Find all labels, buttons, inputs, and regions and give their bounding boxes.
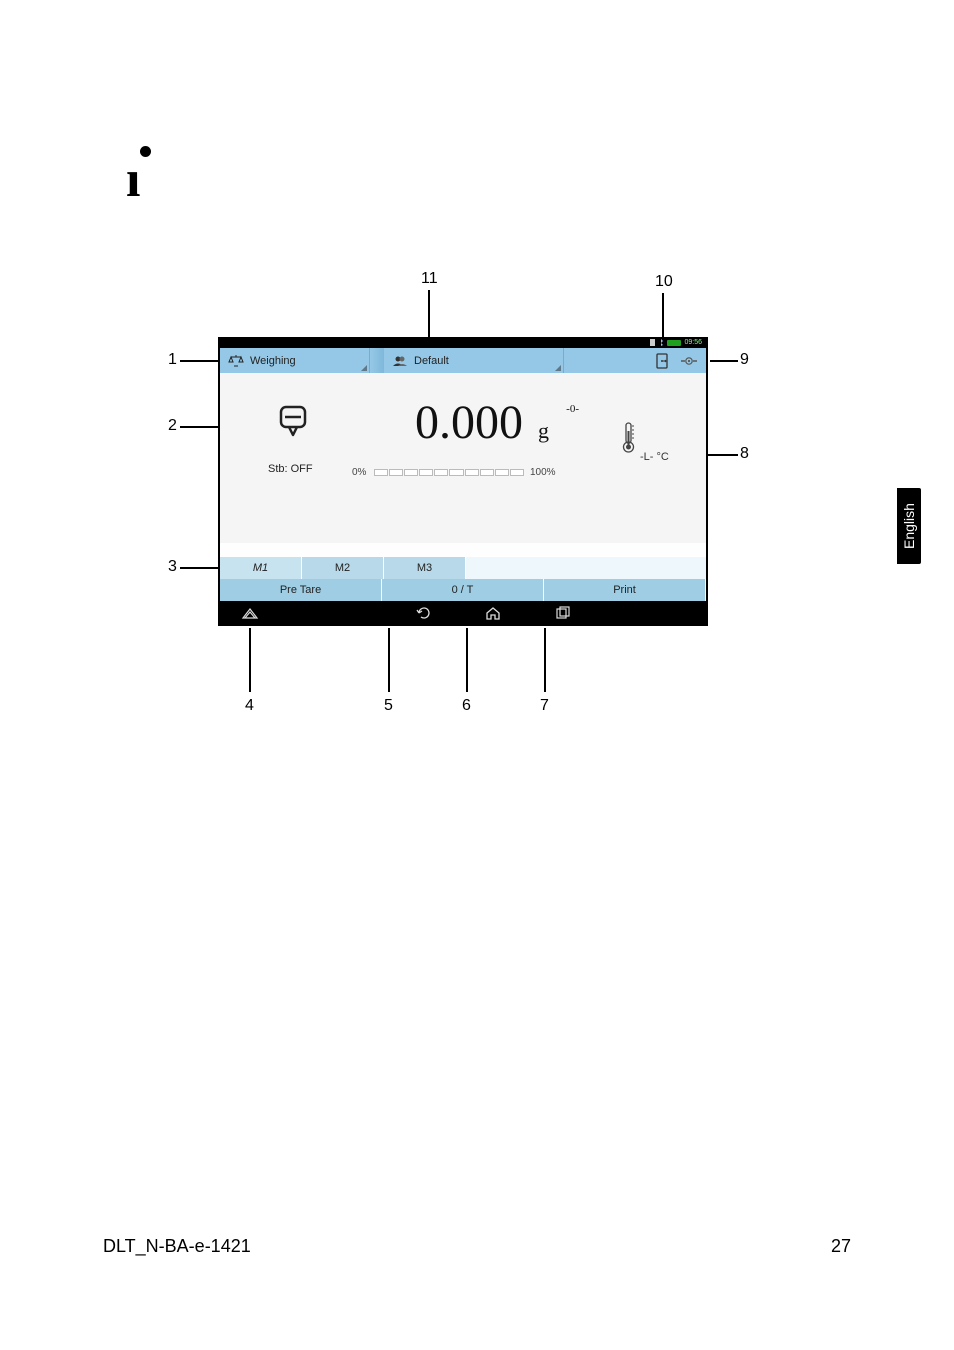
callout-line-7 (544, 628, 546, 692)
home-icon (485, 606, 501, 620)
callout-line-6 (466, 628, 468, 692)
export-icon[interactable] (654, 352, 670, 370)
sd-icon (650, 339, 656, 346)
profile-label: Default (414, 355, 449, 367)
callout-line-9 (710, 360, 738, 362)
user-icon (392, 355, 408, 367)
android-status-bar: 09:56 (220, 339, 706, 348)
status-right: 09:56 (650, 339, 702, 346)
footer-page-number: 27 (831, 1236, 851, 1257)
app-home-icon (241, 606, 259, 620)
callout-line-4 (249, 628, 251, 692)
reading-unit: g (538, 418, 549, 443)
topbar-separator (370, 348, 384, 373)
tab-m2[interactable]: M2 (302, 557, 384, 579)
callout-10: 10 (655, 273, 673, 291)
thermometer-icon (620, 421, 638, 455)
footer-document-code: DLT_N-BA-e-1421 (103, 1236, 251, 1257)
android-nav-bar (220, 601, 706, 625)
bluetooth-icon (659, 339, 664, 346)
profile-selector[interactable]: Default (384, 348, 564, 373)
device-screenshot: 09:56 Weighing Default (218, 337, 708, 626)
callout-2: 2 (168, 417, 177, 435)
document-page: ı 11 10 1 2 3 9 8 4 5 6 7 09:56 (0, 0, 954, 1350)
callout-line-11 (428, 290, 430, 337)
tab-m2-label: M2 (335, 562, 350, 574)
print-label: Print (613, 584, 636, 596)
battery-icon (667, 340, 681, 346)
scale-icon (228, 354, 244, 368)
callout-8: 8 (740, 445, 749, 463)
status-time: 09:56 (684, 339, 702, 346)
tab-m3-label: M3 (417, 562, 432, 574)
mode-label: Weighing (250, 355, 296, 367)
nav-back[interactable] (388, 606, 458, 620)
zero-indicator: -0- (566, 403, 579, 415)
info-icon: ı (126, 150, 140, 209)
info-icon-dot (140, 146, 151, 157)
callout-9: 9 (740, 351, 749, 369)
callout-line-5 (388, 628, 390, 692)
temperature-label: -L- °C (640, 451, 669, 463)
recent-icon (555, 606, 571, 620)
dropdown-indicator-icon (361, 365, 367, 371)
nav-recent[interactable] (528, 606, 598, 620)
top-bar: Weighing Default (220, 348, 706, 373)
callout-11: 11 (421, 270, 438, 288)
bar-right-label: 100% (530, 467, 556, 478)
mode-selector[interactable]: Weighing (220, 348, 370, 373)
language-side-tab: English (897, 488, 921, 564)
callout-line-1 (180, 360, 218, 362)
callout-7: 7 (540, 697, 549, 715)
tab-spacer (466, 557, 706, 579)
tab-m3[interactable]: M3 (384, 557, 466, 579)
callout-5: 5 (384, 697, 393, 715)
callout-line-10 (662, 293, 664, 337)
weight-reading: 0.000 g -0- (415, 395, 549, 450)
callout-3: 3 (168, 558, 177, 576)
tab-m1[interactable]: M1 (220, 557, 302, 579)
zero-tare-label: 0 / T (452, 584, 474, 596)
capacity-bar (374, 469, 524, 476)
nav-home[interactable] (458, 606, 528, 620)
level-icon[interactable] (680, 352, 698, 370)
dropdown-indicator-icon (555, 365, 561, 371)
spacer (220, 543, 706, 557)
nav-app-home[interactable] (220, 606, 280, 620)
chamber-icon[interactable] (275, 403, 311, 439)
pre-tare-label: Pre Tare (280, 584, 321, 596)
print-button[interactable]: Print (544, 579, 706, 601)
tab-m1-label: M1 (253, 562, 268, 574)
zero-tare-button[interactable]: 0 / T (382, 579, 544, 601)
callout-4: 4 (245, 697, 254, 715)
top-right-icons (646, 348, 706, 373)
pre-tare-button[interactable]: Pre Tare (220, 579, 382, 601)
back-icon (415, 606, 431, 620)
callout-6: 6 (462, 697, 471, 715)
reading-value: 0.000 (415, 396, 523, 449)
main-reading-area: Stb: OFF 0.000 g -0- 0% 100% (220, 373, 706, 543)
language-label: English (901, 503, 917, 549)
stb-label: Stb: OFF (268, 463, 313, 475)
function-button-row: Pre Tare 0 / T Print (220, 579, 706, 601)
callout-1: 1 (168, 351, 177, 369)
tab-row: M1 M2 M3 (220, 557, 706, 579)
bar-left-label: 0% (352, 467, 366, 478)
